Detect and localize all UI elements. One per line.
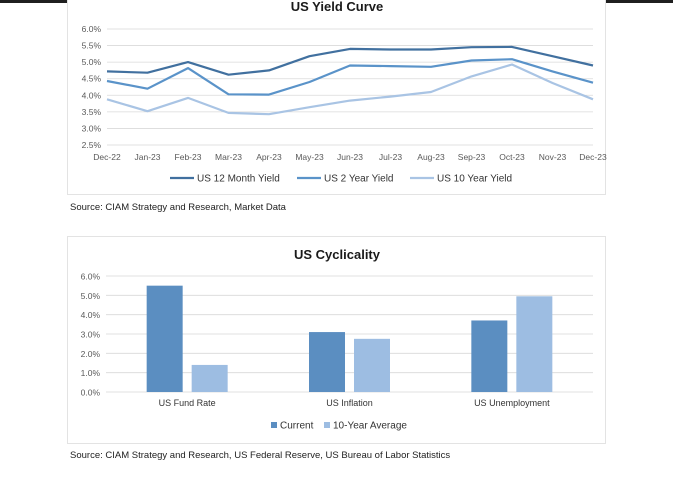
source-note-yield: Source: CIAM Strategy and Research, Mark… — [70, 202, 286, 213]
y-tick-label: 2.5% — [82, 140, 102, 150]
x-tick-label: Aug-23 — [417, 152, 445, 162]
cyclicality-svg: US Cyclicality 0.0% 1.0% 2.0% 3.0% 4.0% 5.0% 6.… — [81, 247, 593, 432]
y-tick-label: 3.0% — [81, 330, 101, 340]
bar — [354, 338, 390, 392]
y-tick-label: 1.0% — [81, 368, 101, 378]
y-tick-label: 4.0% — [82, 90, 102, 100]
x-tick-label: May-23 — [295, 152, 324, 162]
y-tick-label: 0.0% — [81, 388, 101, 398]
series-line — [106, 63, 594, 116]
legend-label: US 10 Year Yield — [437, 174, 512, 185]
source-note-cyclicality: Source: CIAM Strategy and Research, US F… — [70, 450, 451, 461]
y-tick-label: 5.0% — [82, 57, 102, 67]
cyclicality-chart: US Cyclicality 0.0% 1.0% 2.0% 3.0% 4.0% 5.0% 6.… — [67, 236, 606, 444]
y-tick-label: 6.0% — [82, 24, 102, 34]
yield-curve-chart: US Yield Curve 2.5% 3.0% 3.5% 4.0% 4.5% 5.0% 5.… — [67, 0, 607, 195]
x-tick-label: Dec-22 — [93, 152, 121, 162]
y-tick-label: 6.0% — [81, 272, 101, 282]
x-category-label: US Unemployment — [474, 398, 550, 408]
y-tick-label: 4.5% — [82, 74, 102, 84]
legend-swatch — [271, 422, 277, 428]
x-tick-label: Feb-23 — [175, 152, 202, 162]
bar — [471, 320, 508, 392]
x-tick-label: Dec-23 — [579, 152, 607, 162]
y-tick-label: 4.0% — [81, 310, 101, 320]
legend-label: Current — [280, 421, 314, 432]
series-line — [106, 45, 594, 76]
x-category-label: US Inflation — [326, 398, 373, 408]
yield-curve-svg: US Yield Curve 2.5% 3.0% 3.5% 4.0% 4.5% 5.0% 5.… — [82, 0, 607, 185]
chart-title: US Yield Curve — [291, 0, 383, 14]
x-tick-label: Jul-23 — [379, 152, 402, 162]
y-tick-label: 5.0% — [81, 291, 101, 301]
y-tick-label: 3.0% — [82, 123, 102, 133]
bar — [191, 364, 228, 392]
x-category-label: US Fund Rate — [159, 398, 216, 408]
legend-label: US 2 Year Yield — [324, 174, 394, 185]
bar — [146, 285, 183, 392]
bar — [516, 296, 553, 392]
x-tick-label: Sep-23 — [458, 152, 486, 162]
chart-title: US Cyclicality — [294, 247, 381, 262]
y-tick-label: 3.5% — [82, 107, 102, 117]
legend-label: US 12 Month Yield — [197, 174, 280, 185]
series-line — [106, 58, 594, 96]
x-tick-label: Apr-23 — [256, 152, 282, 162]
x-tick-label: Mar-23 — [215, 152, 242, 162]
y-tick-label: 5.5% — [82, 41, 102, 51]
x-tick-label: Nov-23 — [539, 152, 567, 162]
x-tick-label: Oct-23 — [499, 152, 525, 162]
legend-swatch — [324, 422, 330, 428]
bar — [309, 332, 345, 392]
y-tick-label: 2.0% — [81, 349, 101, 359]
legend-label: 10-Year Average — [333, 421, 407, 432]
x-tick-label: Jun-23 — [337, 152, 363, 162]
x-tick-label: Jan-23 — [135, 152, 161, 162]
